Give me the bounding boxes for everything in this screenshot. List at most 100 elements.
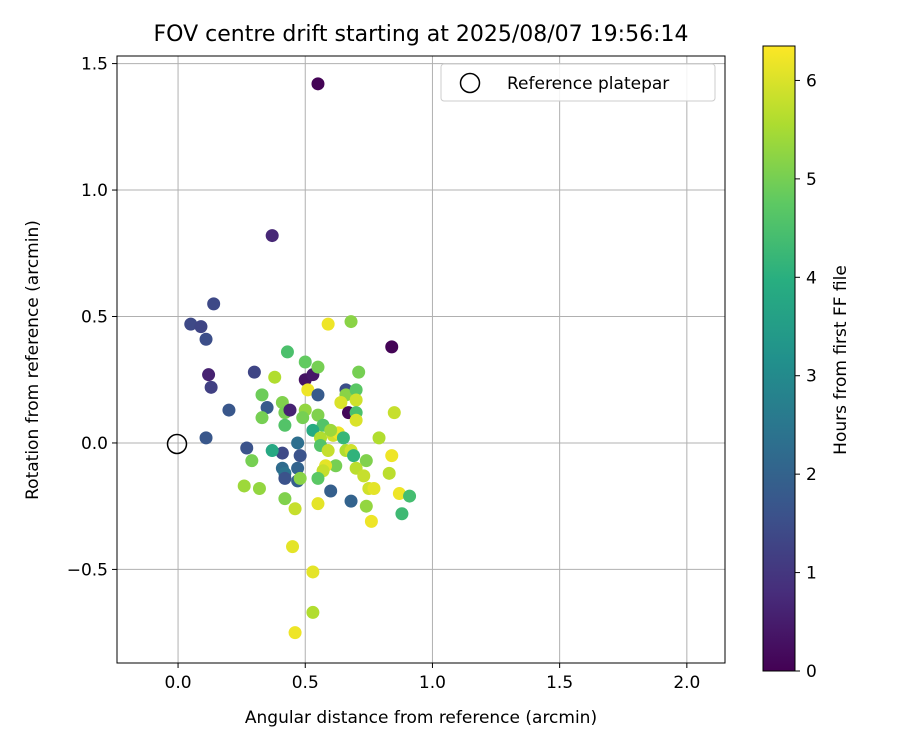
data-points: [184, 77, 417, 640]
colorbar-tick-label: 0: [806, 662, 817, 682]
data-point: [321, 317, 335, 331]
data-point: [344, 315, 358, 329]
data-point: [359, 454, 373, 468]
legend-marker-icon: [459, 72, 481, 94]
colorbar-tick-label: 2: [806, 465, 817, 485]
data-point: [293, 471, 307, 485]
data-point: [387, 406, 401, 420]
colorbar-tick-label: 5: [806, 170, 817, 190]
data-point: [321, 444, 335, 458]
data-point: [349, 413, 363, 427]
data-point: [324, 484, 338, 498]
y-tick-label: 1.0: [81, 181, 108, 201]
data-point: [352, 365, 366, 379]
data-point: [395, 507, 409, 521]
y-tick-label: 1.5: [81, 55, 108, 75]
data-point: [347, 449, 361, 463]
data-point: [349, 393, 363, 407]
data-point: [265, 229, 279, 243]
x-tick-label: 1.0: [419, 673, 446, 693]
x-tick-label: 2.0: [673, 673, 700, 693]
x-tick-label: 0.0: [165, 673, 192, 693]
legend-entry-label: Reference platepar: [507, 74, 669, 94]
colorbar-tick-label: 6: [806, 71, 817, 91]
data-point: [336, 431, 350, 445]
data-point: [255, 388, 269, 402]
data-point: [329, 459, 343, 473]
plot-frame: [116, 55, 726, 664]
data-point: [298, 355, 312, 369]
data-point: [283, 403, 297, 417]
x-axis-label: Angular distance from reference (arcmin): [245, 708, 597, 728]
data-point: [199, 431, 213, 445]
colorbar-frame: [762, 45, 796, 672]
data-point: [202, 368, 216, 382]
y-tick-label: 0.5: [81, 308, 108, 328]
data-point: [265, 444, 279, 458]
colorbar-label: Hours from first FF file: [831, 265, 851, 455]
y-tick-label: −0.5: [67, 560, 108, 580]
data-point: [311, 408, 325, 422]
data-point: [280, 345, 294, 359]
data-point: [252, 481, 266, 495]
data-point: [194, 320, 208, 334]
data-point: [364, 514, 378, 528]
data-point: [311, 497, 325, 511]
data-point: [260, 401, 274, 415]
data-point: [306, 565, 320, 579]
data-point: [385, 449, 399, 463]
data-point: [372, 431, 386, 445]
data-point: [222, 403, 236, 417]
y-axis-label: Rotation from reference (arcmin): [23, 220, 43, 500]
data-point: [255, 411, 269, 425]
y-tick-label: 0.0: [81, 434, 108, 454]
data-point: [357, 469, 371, 483]
data-point: [184, 317, 198, 331]
data-point: [240, 441, 254, 455]
data-point: [324, 423, 338, 437]
x-axis-ticks: 0.0 0.5 1.0 1.5 2.0: [165, 663, 700, 693]
data-point: [278, 471, 292, 485]
y-axis-ticks: −0.5 0.0 0.5 1.0 1.5: [67, 55, 117, 580]
data-point: [311, 471, 325, 485]
data-point: [311, 77, 325, 91]
data-point: [392, 487, 406, 501]
x-tick-label: 0.5: [292, 673, 319, 693]
data-point: [199, 332, 213, 346]
data-point: [288, 502, 302, 516]
data-point: [278, 418, 292, 432]
colorbar-tick-label: 3: [806, 367, 817, 387]
data-point: [278, 492, 292, 506]
data-point: [367, 481, 381, 495]
grid-lines: [117, 56, 725, 663]
data-point: [334, 395, 348, 409]
data-point: [291, 436, 305, 450]
legend: Reference platepar: [440, 63, 716, 102]
data-point: [291, 461, 305, 475]
data-point: [359, 499, 373, 513]
colorbar-tick-label: 4: [806, 268, 817, 288]
data-point: [245, 454, 259, 468]
data-point: [311, 360, 325, 374]
data-point: [344, 494, 358, 508]
data-point: [301, 383, 315, 397]
data-point: [403, 489, 417, 503]
data-point: [247, 365, 261, 379]
reference-platepar-marker: [166, 433, 188, 455]
data-point: [311, 388, 325, 402]
colorbar-gradient: [763, 46, 795, 671]
data-point: [293, 449, 307, 463]
chart-title: FOV centre drift starting at 2025/08/07 …: [154, 22, 689, 47]
data-point: [349, 383, 363, 397]
data-point: [382, 466, 396, 480]
data-point: [204, 380, 218, 394]
data-point: [207, 297, 221, 311]
colorbar: 0 1 2 3 4 5 6 Hours from first FF file: [762, 45, 851, 682]
data-point: [385, 340, 399, 354]
data-point: [296, 411, 310, 425]
data-point: [268, 370, 282, 384]
data-point: [288, 626, 302, 640]
colorbar-ticks: 0 1 2 3 4 5 6: [795, 71, 817, 682]
